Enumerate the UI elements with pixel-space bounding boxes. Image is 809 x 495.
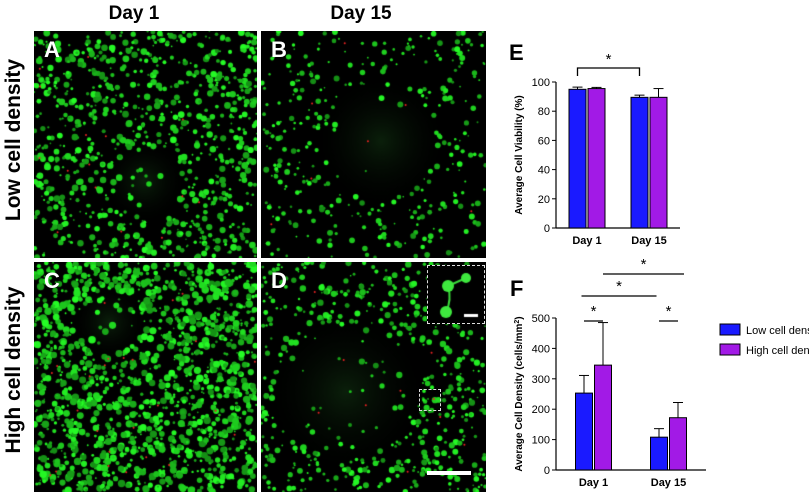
- y-tick-label: 200: [532, 404, 550, 416]
- panel-label-a: A: [44, 37, 60, 62]
- panel-label-d: D: [271, 268, 287, 293]
- y-tick-label: 60: [538, 135, 550, 147]
- legend-label: Low cell density: [746, 325, 809, 337]
- y-tick-label: 80: [538, 106, 550, 118]
- micrograph-panel-d: D: [261, 262, 486, 492]
- significance-star: *: [641, 258, 647, 273]
- y-tick-label: 40: [538, 165, 550, 177]
- y-axis-label-end: ): [514, 316, 525, 319]
- y-tick-label: 0: [544, 223, 550, 235]
- chart-label-f: F: [510, 276, 524, 301]
- legend-swatch: [719, 343, 741, 356]
- bar: [630, 96, 649, 229]
- bar: [575, 392, 593, 471]
- row-header-low-density: Low cell density: [2, 58, 25, 222]
- column-header-day15: Day 15: [330, 3, 392, 24]
- x-tick-label: Day 15: [651, 477, 686, 489]
- roi-box: [419, 389, 441, 411]
- y-axis-label: Average Cell Viability (%): [514, 95, 525, 215]
- significance-star: *: [591, 303, 597, 320]
- significance-star: *: [666, 303, 672, 320]
- legend-swatch: [719, 323, 741, 336]
- x-tick-label: Day 15: [631, 235, 666, 247]
- column-header-day1: Day 1: [108, 3, 160, 24]
- micrograph-panel-c: C: [34, 262, 257, 492]
- x-tick-label: Day 1: [572, 235, 601, 247]
- bar: [669, 417, 687, 471]
- micrograph-panel-a: A: [34, 31, 257, 258]
- significance-star: *: [616, 278, 622, 295]
- panel-label-c: C: [44, 268, 60, 293]
- y-tick-label: 500: [532, 313, 550, 325]
- zoom-inset: [427, 265, 485, 324]
- panel-label-b: B: [271, 37, 287, 62]
- y-tick-label: 0: [544, 465, 550, 477]
- scale-bar: [427, 471, 471, 475]
- bar: [568, 88, 587, 229]
- y-tick-label: 400: [532, 343, 550, 355]
- chart-e-viability: 0 20 40 60 80 100 Average Cell Viability (%) Da…: [514, 51, 680, 247]
- y-axis-label: Average Cell Density (cells/mm2): [514, 316, 526, 471]
- significance-star: *: [606, 51, 612, 68]
- significance-bracket: [576, 67, 641, 76]
- y-tick-label: 300: [532, 374, 550, 386]
- micrograph-panel-b: B: [261, 31, 486, 258]
- bar: [587, 88, 606, 229]
- y-axis-label-superscript: 2: [514, 320, 521, 324]
- legend-label: High cell density: [746, 345, 809, 357]
- row-header-high-density: High cell density: [2, 286, 25, 454]
- x-tick-label: Day 1: [579, 477, 608, 489]
- y-tick-label: 20: [538, 194, 550, 206]
- chart-f-density: 0 100 200 300 400 500 Average Cell Density (ce…: [514, 258, 809, 489]
- bar: [594, 364, 612, 471]
- bar: [650, 436, 668, 471]
- y-tick-label: 100: [532, 435, 550, 447]
- bar: [649, 96, 668, 229]
- y-tick-label: 100: [532, 77, 550, 89]
- chart-label-e: E: [509, 40, 524, 65]
